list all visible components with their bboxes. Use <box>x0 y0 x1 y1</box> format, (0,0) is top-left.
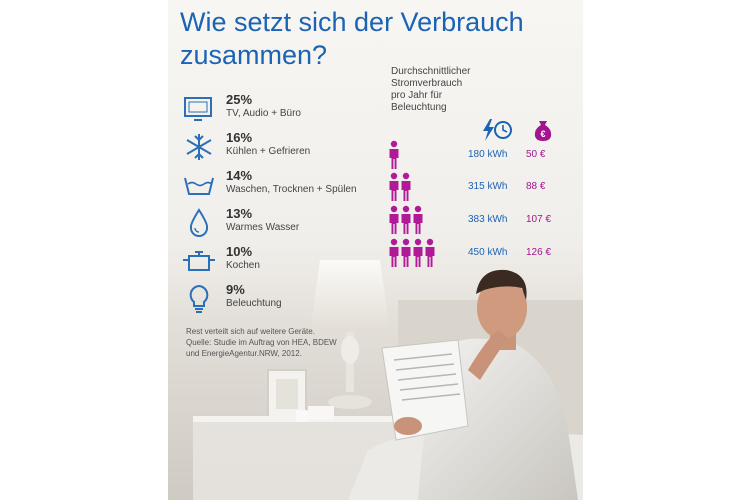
category-percent: 13% <box>226 206 253 221</box>
light-bulb-icon <box>189 284 209 313</box>
snowflake-icon <box>186 134 212 160</box>
persons-icon <box>389 238 435 267</box>
washing-basin-icon <box>184 177 214 195</box>
persons-icon <box>389 205 423 234</box>
euro-value: 50 € <box>526 149 546 160</box>
category-tv: 25% TV, Audio + Büro <box>168 92 398 128</box>
kwh-value: 315 kWh <box>468 181 508 192</box>
lighting-heading-line: Beleuchtung <box>391 102 447 113</box>
person-icon <box>401 172 411 201</box>
lighting-row: 450 kWh 126 € <box>388 238 578 268</box>
person-icon <box>425 238 435 267</box>
person-icon <box>389 238 399 267</box>
water-drop-icon <box>189 208 209 237</box>
lighting-heading: Durchschnittlicher Stromverbrauch pro Ja… <box>391 66 521 114</box>
category-label: Waschen, Trocknen + Spülen <box>226 184 357 195</box>
lighting-heading-line: pro Jahr für <box>391 90 443 101</box>
lighting-heading-line: Durchschnittlicher <box>391 66 471 77</box>
category-percent: 25% <box>226 92 253 107</box>
category-lighting: 9% Beleuchtung <box>168 282 398 318</box>
category-hot-water: 13% Warmes Wasser <box>168 206 398 242</box>
bedroom-photo <box>168 230 583 500</box>
category-washing: 14% Waschen, Trocknen + Spülen <box>168 168 398 204</box>
category-label: Warmes Wasser <box>226 222 300 233</box>
euro-value: 88 € <box>526 181 546 192</box>
source-footnote: Rest verteilt sich auf weitere Geräte. Q… <box>186 326 386 359</box>
category-percent: 9% <box>226 282 245 297</box>
person-icon <box>401 238 411 267</box>
person-icon <box>401 205 411 234</box>
category-percent: 10% <box>226 244 253 259</box>
svg-text:€: € <box>540 129 545 139</box>
kwh-value: 450 kWh <box>468 247 508 258</box>
category-percent: 14% <box>226 168 253 183</box>
footnote-line: Rest verteilt sich auf weitere Geräte. <box>186 327 315 336</box>
category-label: Kühlen + Gefrieren <box>226 146 311 157</box>
persons-icon <box>389 172 411 201</box>
category-percent: 16% <box>226 130 253 145</box>
euro-moneybag-icon: € <box>534 121 552 141</box>
kwh-value: 383 kWh <box>468 214 508 225</box>
lightning-clock-icon <box>483 119 512 141</box>
cooking-pot-icon <box>183 251 215 271</box>
page-title: Wie setzt sich der Verbrauch zusammen? <box>180 7 524 70</box>
category-cooking: 10% Kochen <box>168 244 398 280</box>
footnote-line: und EnergieAgentur.NRW, 2012. <box>186 349 302 358</box>
infographic: Wie setzt sich der Verbrauch zusammen? 2… <box>168 0 583 500</box>
category-label: TV, Audio + Büro <box>226 108 301 119</box>
footnote-line: Quelle: Studie im Auftrag von HEA, BDEW <box>186 338 337 347</box>
euro-value: 107 € <box>526 214 552 225</box>
person-icon <box>389 140 399 169</box>
tv-icon <box>184 97 212 121</box>
lighting-heading-line: Stromverbrauch <box>391 78 463 89</box>
person-icon <box>389 205 399 234</box>
persons-icon <box>389 140 399 169</box>
lamp-shade <box>310 260 390 332</box>
kwh-value: 180 kWh <box>468 149 508 160</box>
person-icon <box>413 238 423 267</box>
person-icon <box>389 172 399 201</box>
euro-value: 126 € <box>526 247 552 258</box>
category-label: Kochen <box>226 260 260 271</box>
person-icon <box>413 205 423 234</box>
lighting-row: 383 kWh 107 € <box>388 205 578 235</box>
category-label: Beleuchtung <box>226 298 282 309</box>
lighting-row: 315 kWh 88 € <box>388 172 578 202</box>
lighting-row: 180 kWh 50 € <box>388 140 578 170</box>
category-cooling: 16% Kühlen + Gefrieren <box>168 130 398 166</box>
